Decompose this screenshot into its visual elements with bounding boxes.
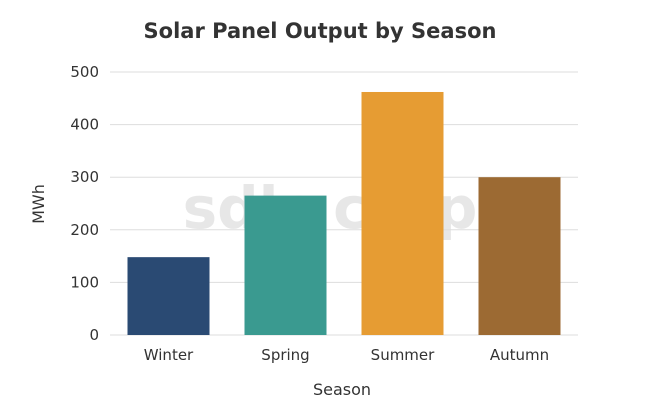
- y-axis-label: MWh: [29, 184, 48, 224]
- chart-title: Solar Panel Output by Season: [144, 19, 497, 43]
- bar-autumn: [478, 177, 561, 335]
- bars: [127, 91, 561, 335]
- bar-winter: [127, 257, 210, 335]
- x-axis-label: Season: [313, 380, 371, 399]
- y-tick-label: 0: [89, 326, 99, 344]
- x-tick-label: Autumn: [490, 346, 549, 364]
- bar-spring: [244, 195, 327, 335]
- y-tick-label: 300: [70, 168, 99, 186]
- x-tick-label: Summer: [371, 346, 435, 364]
- x-tick-label: Spring: [261, 346, 309, 364]
- y-tick-label: 500: [70, 63, 99, 81]
- y-tick-label: 400: [70, 116, 99, 134]
- bar-summer: [361, 91, 444, 335]
- y-axis-ticks: 0 100 200 300 400 500: [70, 63, 99, 344]
- y-tick-label: 100: [70, 273, 99, 291]
- x-tick-label: Winter: [144, 346, 194, 364]
- x-axis-ticks: Winter Spring Summer Autumn: [144, 346, 549, 364]
- y-tick-label: 200: [70, 221, 99, 239]
